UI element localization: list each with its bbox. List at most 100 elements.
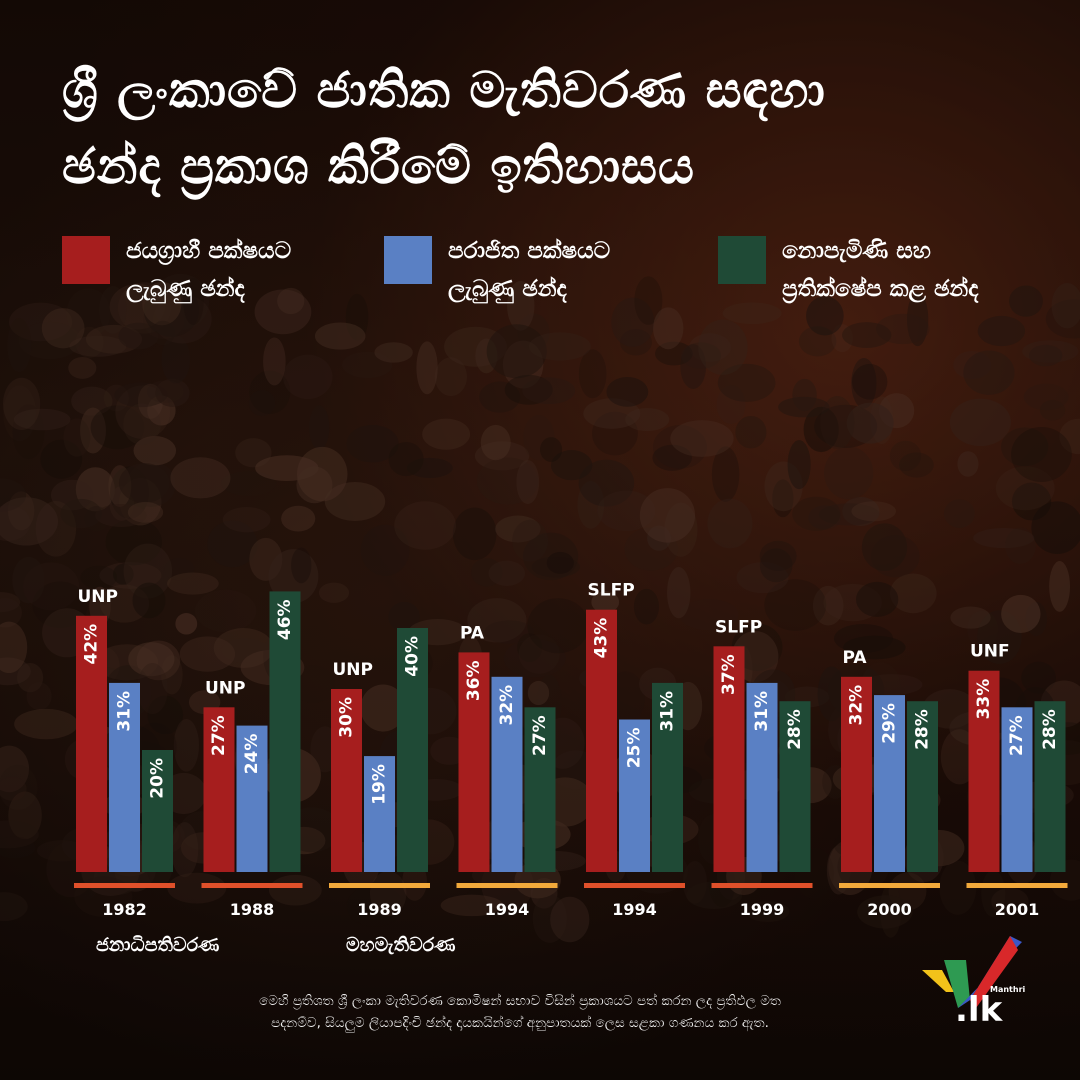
tick-label-1999: 1999 <box>740 900 785 919</box>
background-blob <box>476 457 539 505</box>
bar-chart: 42% 31% 20% UNP 1982 27% 24% 46% UNP 1988 30% 19% 40… <box>74 581 1068 919</box>
background-blob <box>388 601 420 632</box>
background-blob <box>296 466 333 504</box>
background-blob <box>167 572 219 595</box>
background-blob <box>606 377 649 407</box>
background-blob <box>778 396 830 418</box>
background-blob <box>611 297 655 347</box>
footnote: මෙහි ප්‍රතිශත ශ්‍රී ලංකා මැතිවරණ කොමිෂන්… <box>259 993 781 1031</box>
winner-party-label-1982: UNP <box>78 587 119 607</box>
background-blob <box>281 505 316 532</box>
background-blob <box>488 560 526 586</box>
background-blob <box>792 496 841 531</box>
data-label-1994-series-2: 27% <box>530 715 550 756</box>
background-blob <box>707 498 753 549</box>
background-blob <box>41 308 85 349</box>
bar-1989-series-0 <box>331 689 362 872</box>
background-blob <box>268 549 319 604</box>
background-blob <box>1049 561 1071 612</box>
background-blob <box>787 440 811 490</box>
background-blob <box>9 302 73 342</box>
data-label-1982-series-2: 20% <box>148 758 168 799</box>
background-blob <box>0 621 28 674</box>
background-blob <box>824 446 874 500</box>
background-blob <box>416 341 438 395</box>
bar-group-1982: 42% 31% 20% UNP 1982 <box>74 587 175 919</box>
background-blob <box>1051 282 1080 329</box>
winner-party-label-2001: UNF <box>970 642 1010 662</box>
background-blob <box>625 407 670 432</box>
bar-group-1989: 30% 19% 40% UNP 1989 <box>329 628 430 919</box>
background-blob <box>173 719 200 772</box>
background-blob <box>846 402 894 444</box>
background-blob <box>943 499 975 528</box>
background-blob <box>161 335 191 384</box>
background-blob <box>634 276 663 325</box>
year-underline-1999 <box>711 883 813 888</box>
background-blob <box>277 287 305 315</box>
background-blob <box>963 350 1015 395</box>
data-label-2000-series-2: 28% <box>913 709 933 750</box>
background-blob <box>664 502 698 557</box>
background-blob <box>516 460 540 505</box>
background-blob <box>50 479 94 511</box>
bar-2001-series-0 <box>968 670 1000 872</box>
bar-1999-series-1 <box>746 682 778 872</box>
background-blob <box>103 384 129 412</box>
background-blob <box>991 887 1029 915</box>
background-blob <box>0 764 38 811</box>
background-blob <box>440 894 504 917</box>
background-blob <box>213 628 274 668</box>
background-blob <box>522 377 576 405</box>
background-blob <box>652 425 707 469</box>
background-blob <box>254 289 312 335</box>
background-blob <box>26 682 52 711</box>
bar-group-2001: 33% 27% 28% UNF 2001 <box>966 642 1068 919</box>
background-blob <box>876 313 930 345</box>
legend-label-winner: ජයග්‍රාහී පක්ෂයට ලැබුණු ඡන්ද <box>126 238 292 302</box>
data-label-1994-series-1: 25% <box>625 728 645 769</box>
bar-1999-series-0 <box>713 646 745 872</box>
background-blob <box>147 695 184 735</box>
background-blob <box>792 378 817 412</box>
logo-text: .lk <box>955 990 1003 1030</box>
background-blob <box>1039 399 1066 421</box>
background-blob <box>123 403 161 446</box>
data-label-2000-series-0: 32% <box>847 685 867 726</box>
background-blob <box>680 344 707 389</box>
data-label-1982-series-1: 31% <box>115 691 135 732</box>
winner-party-label-1994: SLFP <box>588 581 635 601</box>
background-blob <box>2 377 41 430</box>
background-blob <box>164 557 195 581</box>
legend-swatch-absent <box>718 236 766 284</box>
background-blob <box>1023 383 1069 411</box>
background-blob <box>639 488 696 543</box>
background-blob <box>578 349 607 399</box>
background-blob <box>12 404 45 460</box>
bar-group-1988: 27% 24% 46% UNP 1988 <box>201 591 303 919</box>
group-label-presidential: ජනාධිපතිවරණ <box>96 934 220 956</box>
background-blob <box>99 286 127 334</box>
year-underline-1989 <box>329 883 430 888</box>
background-blob <box>105 518 162 566</box>
background-blob <box>171 822 199 878</box>
tick-label-1988: 1988 <box>230 900 275 919</box>
data-label-1999-series-0: 37% <box>719 654 739 695</box>
background-blob <box>861 523 908 571</box>
background-blob <box>12 556 45 604</box>
background-blob <box>7 318 32 373</box>
background-blob <box>118 463 170 503</box>
background-blob <box>221 471 277 497</box>
year-underline-1994 <box>456 883 558 888</box>
background-blob <box>803 406 839 453</box>
title-line-2: ඡන්ද ප්‍රකාශ කිරීමේ ඉතිහාසය <box>62 137 695 195</box>
bar-group-1994: 36% 32% 27% PA 1994 <box>456 623 558 919</box>
background-blob <box>633 588 659 625</box>
background-blob <box>1001 594 1041 633</box>
background-blob <box>75 326 104 358</box>
background-blob <box>698 319 748 376</box>
data-label-1994-series-2: 31% <box>658 691 678 732</box>
background-blob <box>123 543 173 599</box>
background-blob <box>137 663 168 715</box>
background-blob <box>818 503 880 526</box>
